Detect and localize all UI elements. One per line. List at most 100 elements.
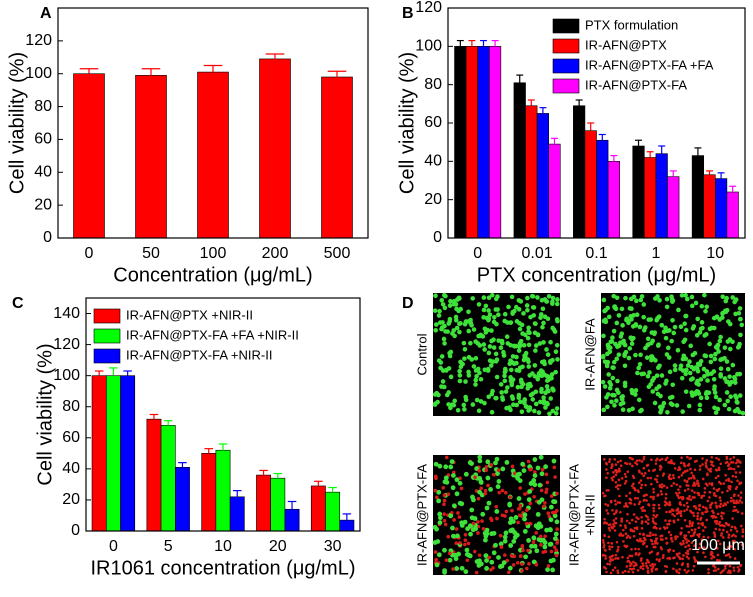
cell [693, 505, 697, 508]
cell [538, 312, 544, 317]
cell [724, 359, 730, 364]
cell [433, 293, 438, 299]
cell [664, 304, 670, 310]
cell [642, 457, 646, 461]
cell [626, 320, 631, 326]
cell [630, 484, 634, 488]
cell [552, 536, 558, 542]
cell [711, 554, 714, 558]
cell [454, 527, 459, 531]
cell [693, 528, 697, 531]
cell [644, 562, 648, 565]
error-bar [204, 448, 214, 454]
cell [691, 474, 695, 478]
cell [496, 555, 501, 560]
cell [610, 335, 615, 340]
cell [444, 455, 449, 460]
cell [717, 468, 721, 472]
cell [530, 397, 536, 402]
cell [518, 486, 522, 490]
cell [532, 473, 538, 478]
y-axis-label: Cell viability (%) [34, 343, 56, 485]
cell [655, 558, 659, 561]
cell [680, 409, 685, 414]
cell [683, 313, 689, 319]
cell [701, 505, 705, 509]
cell [514, 354, 519, 360]
cell [722, 376, 728, 381]
cell [481, 307, 487, 313]
cell [678, 324, 684, 329]
cell [601, 407, 607, 413]
cell [696, 482, 700, 485]
cell [523, 404, 529, 409]
cell [540, 324, 545, 330]
cell [683, 489, 687, 492]
cell [737, 465, 740, 468]
cell [714, 501, 717, 505]
cell [628, 554, 632, 558]
cell [653, 468, 657, 472]
cell [614, 557, 617, 560]
cell [689, 534, 693, 538]
cell [670, 382, 676, 388]
cell [628, 564, 632, 568]
cell [523, 554, 528, 560]
cell [683, 568, 687, 572]
cell [608, 458, 612, 461]
cell [476, 408, 482, 414]
cell [710, 455, 714, 459]
cell [630, 457, 633, 460]
cell [450, 533, 456, 539]
cell [620, 400, 626, 406]
cell [496, 468, 501, 472]
cell [484, 558, 489, 563]
cell [454, 297, 460, 302]
cell [727, 485, 731, 488]
cell [718, 542, 722, 546]
y-tick-label: 60 [34, 131, 52, 148]
cell [634, 553, 638, 556]
cell [635, 370, 640, 376]
cell [691, 569, 695, 572]
cell [709, 506, 712, 509]
cell [686, 549, 690, 553]
cell [613, 529, 617, 532]
cell [657, 404, 663, 410]
cell [483, 330, 489, 335]
cell [639, 539, 643, 543]
cell [612, 524, 616, 528]
cell [637, 517, 640, 521]
cell [512, 554, 517, 559]
cell [689, 303, 695, 309]
cell [630, 406, 635, 412]
cell [654, 522, 658, 526]
cell [722, 528, 725, 532]
cell [612, 475, 616, 478]
cell [484, 465, 489, 469]
cell [739, 481, 743, 485]
error-bar [658, 145, 666, 154]
cell [481, 342, 487, 347]
bar [325, 491, 341, 532]
cell [521, 357, 527, 363]
cell [645, 534, 649, 537]
legend-swatch [93, 308, 121, 324]
cell [614, 517, 618, 520]
cell [650, 570, 654, 573]
micrograph-label: Control [414, 333, 429, 375]
x-tick-label: 30 [324, 538, 342, 555]
cell [642, 499, 646, 502]
cell [623, 482, 627, 485]
cell [466, 369, 471, 375]
cell [439, 354, 445, 359]
cell [443, 293, 448, 299]
cell [656, 542, 659, 545]
error-bar [480, 39, 487, 47]
cell [496, 312, 501, 318]
cell [480, 334, 486, 339]
cell [442, 341, 447, 346]
cell [720, 514, 723, 518]
cell [624, 532, 628, 535]
cell [624, 526, 627, 529]
